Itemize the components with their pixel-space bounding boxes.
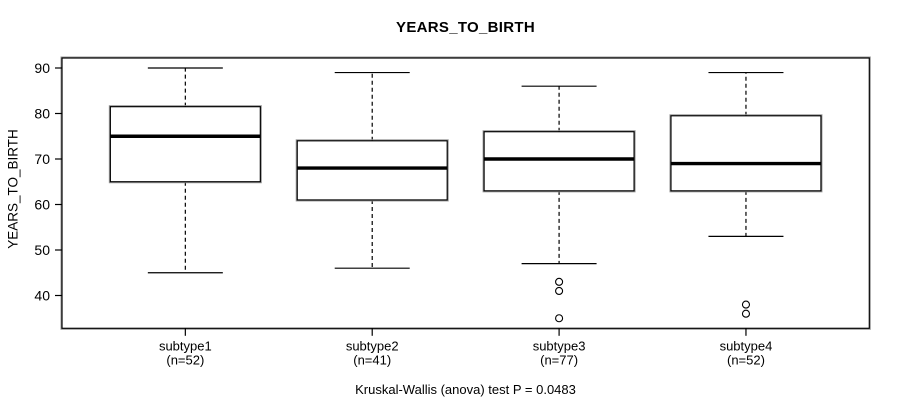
outlier-point — [555, 286, 564, 296]
outlier-point — [555, 314, 564, 323]
boxplot-subtype2 — [295, 71, 449, 269]
box-shadow — [669, 114, 823, 193]
box-iqr — [109, 106, 261, 183]
category-sublabel: (n=52) — [166, 353, 204, 368]
box-shadow — [108, 105, 262, 184]
category-label: subtype2 — [346, 339, 399, 354]
box-shadow — [295, 139, 449, 202]
y-tick-label: 50 — [34, 242, 50, 258]
outlier-point — [555, 277, 564, 286]
boxplot-subtype4 — [669, 71, 823, 318]
y-tick-label: 40 — [34, 288, 50, 304]
stat-test-caption: Kruskal-Wallis (anova) test P = 0.0483 — [355, 382, 576, 397]
category-label: subtype1 — [159, 339, 212, 354]
category-sublabel: (n=52) — [727, 353, 765, 368]
y-tick-label: 80 — [34, 106, 50, 122]
chart-title: YEARS_TO_BIRTH — [396, 19, 535, 36]
category-label: subtype4 — [720, 339, 773, 354]
y-tick-label: 60 — [34, 197, 50, 213]
boxplot-subtype3 — [482, 85, 636, 323]
box-iqr — [670, 115, 822, 192]
box-iqr — [296, 140, 448, 201]
category-sublabel: (n=77) — [540, 353, 578, 368]
y-tick-label: 70 — [34, 151, 50, 167]
outlier-point — [741, 309, 751, 318]
category-label: subtype3 — [533, 339, 586, 354]
y-tick-label: 90 — [34, 60, 50, 76]
box-shadow — [482, 130, 636, 193]
category-sublabel: (n=41) — [353, 353, 391, 368]
outlier-point — [741, 300, 751, 309]
boxplot-subtype1 — [108, 67, 262, 274]
box-iqr — [483, 131, 635, 192]
plot-frame — [61, 57, 870, 329]
plot-frame-shadow — [60, 56, 871, 330]
